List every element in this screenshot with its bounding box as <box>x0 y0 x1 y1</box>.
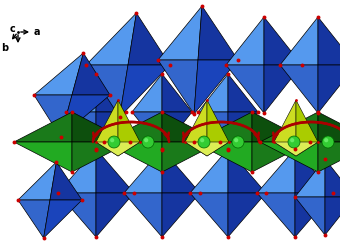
Polygon shape <box>190 149 228 193</box>
Polygon shape <box>158 6 202 60</box>
Polygon shape <box>318 142 340 172</box>
Polygon shape <box>86 13 136 65</box>
Polygon shape <box>104 142 162 172</box>
Polygon shape <box>162 193 200 237</box>
Polygon shape <box>198 112 228 150</box>
Polygon shape <box>260 112 318 142</box>
Polygon shape <box>185 142 229 156</box>
Polygon shape <box>295 159 325 197</box>
Text: b: b <box>1 43 8 53</box>
Polygon shape <box>325 159 340 197</box>
Polygon shape <box>66 112 96 150</box>
Polygon shape <box>228 193 266 237</box>
Polygon shape <box>252 142 310 172</box>
Polygon shape <box>158 60 198 114</box>
Polygon shape <box>96 74 126 112</box>
Circle shape <box>290 138 294 142</box>
Polygon shape <box>252 112 310 142</box>
Circle shape <box>144 138 148 142</box>
Polygon shape <box>274 142 318 156</box>
Polygon shape <box>50 162 82 200</box>
Polygon shape <box>228 74 258 112</box>
Polygon shape <box>295 149 333 193</box>
Polygon shape <box>226 65 264 113</box>
Polygon shape <box>226 17 264 65</box>
Circle shape <box>108 136 120 148</box>
Circle shape <box>142 136 154 148</box>
Polygon shape <box>96 112 126 150</box>
Text: a: a <box>34 27 40 37</box>
Polygon shape <box>198 74 228 112</box>
Polygon shape <box>162 112 192 150</box>
Polygon shape <box>162 149 200 193</box>
Polygon shape <box>132 74 162 112</box>
Polygon shape <box>14 142 72 172</box>
Polygon shape <box>104 112 162 142</box>
Polygon shape <box>325 197 340 235</box>
Polygon shape <box>257 193 295 237</box>
Polygon shape <box>128 13 170 65</box>
Circle shape <box>234 138 238 142</box>
Polygon shape <box>295 197 325 235</box>
Polygon shape <box>264 65 302 113</box>
Polygon shape <box>72 112 130 142</box>
Circle shape <box>324 138 328 142</box>
Polygon shape <box>185 100 207 156</box>
Polygon shape <box>318 65 340 113</box>
Polygon shape <box>86 65 128 117</box>
Polygon shape <box>72 142 130 172</box>
Polygon shape <box>194 60 238 114</box>
Polygon shape <box>96 142 140 156</box>
Polygon shape <box>120 65 170 117</box>
Polygon shape <box>162 142 220 172</box>
Circle shape <box>110 138 114 142</box>
Polygon shape <box>34 95 72 137</box>
Polygon shape <box>124 149 162 193</box>
Circle shape <box>198 136 210 148</box>
Polygon shape <box>194 142 252 172</box>
Polygon shape <box>257 149 295 193</box>
Polygon shape <box>34 53 83 95</box>
Polygon shape <box>162 112 220 142</box>
Polygon shape <box>18 162 56 200</box>
Polygon shape <box>44 200 82 238</box>
Circle shape <box>232 136 244 148</box>
Polygon shape <box>124 193 162 237</box>
Polygon shape <box>318 17 340 65</box>
Polygon shape <box>18 200 50 238</box>
Polygon shape <box>228 112 258 150</box>
Polygon shape <box>274 100 296 156</box>
Polygon shape <box>96 100 118 156</box>
Polygon shape <box>58 193 96 237</box>
Polygon shape <box>228 149 266 193</box>
Polygon shape <box>194 112 252 142</box>
Polygon shape <box>198 6 238 60</box>
Polygon shape <box>190 193 228 237</box>
Polygon shape <box>118 100 140 156</box>
Circle shape <box>322 136 334 148</box>
Polygon shape <box>318 112 340 142</box>
Polygon shape <box>96 149 134 193</box>
Text: c: c <box>9 24 15 34</box>
Circle shape <box>288 136 300 148</box>
Polygon shape <box>132 112 162 150</box>
Polygon shape <box>14 112 72 142</box>
Polygon shape <box>66 74 96 112</box>
Polygon shape <box>72 53 110 95</box>
Polygon shape <box>280 65 318 113</box>
Polygon shape <box>162 74 192 112</box>
Circle shape <box>200 138 204 142</box>
Polygon shape <box>280 17 318 65</box>
Polygon shape <box>260 142 318 172</box>
Polygon shape <box>207 100 229 156</box>
Polygon shape <box>61 95 110 137</box>
Polygon shape <box>264 17 302 65</box>
Polygon shape <box>296 100 318 156</box>
Polygon shape <box>96 193 134 237</box>
Polygon shape <box>58 149 96 193</box>
Polygon shape <box>295 193 333 237</box>
